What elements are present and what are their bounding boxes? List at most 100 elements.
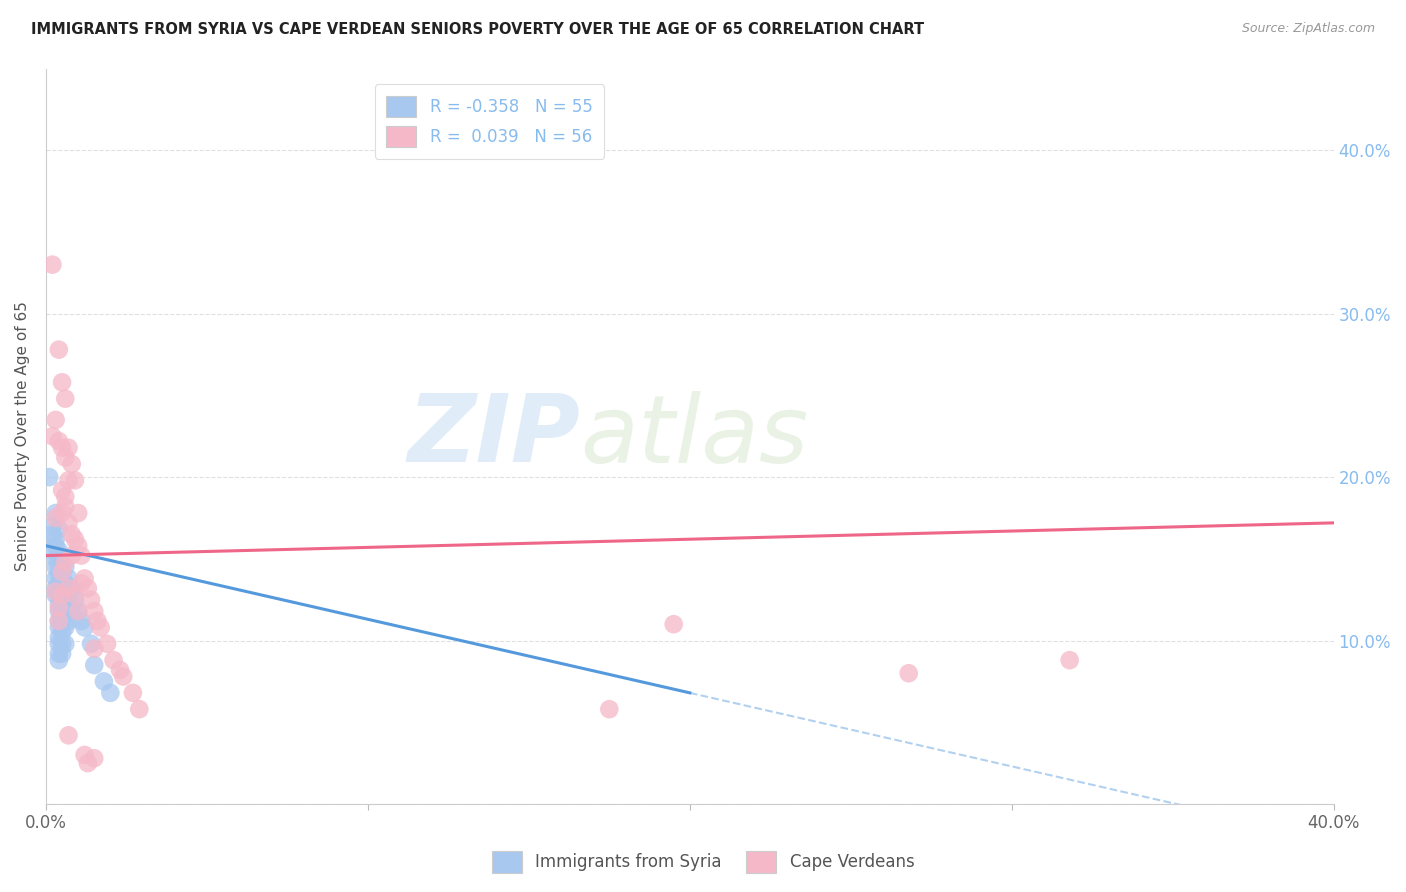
- Point: [58, 581, 80, 595]
- Point: [93, 674, 115, 689]
- Point: [53, 555, 76, 569]
- Point: [48, 543, 70, 558]
- Point: [83, 658, 105, 673]
- Point: [60, 581, 83, 595]
- Point: [1059, 653, 1081, 667]
- Point: [76, 756, 98, 771]
- Point: [48, 620, 70, 634]
- Point: [58, 728, 80, 742]
- Point: [80, 592, 103, 607]
- Point: [51, 592, 73, 607]
- Point: [128, 702, 150, 716]
- Text: Source: ZipAtlas.com: Source: ZipAtlas.com: [1241, 22, 1375, 36]
- Point: [63, 474, 86, 488]
- Point: [48, 614, 70, 628]
- Point: [63, 533, 86, 547]
- Point: [51, 604, 73, 618]
- Point: [45, 533, 67, 547]
- Point: [51, 568, 73, 582]
- Point: [60, 457, 83, 471]
- Point: [45, 506, 67, 520]
- Point: [45, 584, 67, 599]
- Point: [83, 751, 105, 765]
- Point: [53, 604, 76, 618]
- Point: [51, 376, 73, 390]
- Point: [51, 614, 73, 628]
- Point: [53, 490, 76, 504]
- Point: [662, 617, 685, 632]
- Text: ZIP: ZIP: [408, 391, 581, 483]
- Point: [48, 630, 70, 644]
- Point: [53, 560, 76, 574]
- Point: [86, 614, 108, 628]
- Point: [73, 620, 96, 634]
- Legend: R = -0.358   N = 55, R =  0.039   N = 56: R = -0.358 N = 55, R = 0.039 N = 56: [374, 84, 605, 159]
- Point: [108, 663, 131, 677]
- Point: [45, 413, 67, 427]
- Point: [48, 343, 70, 357]
- Point: [38, 470, 60, 484]
- Point: [48, 551, 70, 566]
- Point: [41, 258, 63, 272]
- Point: [41, 519, 63, 533]
- Point: [51, 565, 73, 579]
- Point: [41, 429, 63, 443]
- Point: [70, 549, 93, 563]
- Point: [58, 592, 80, 607]
- Point: [112, 669, 135, 683]
- Point: [53, 620, 76, 634]
- Point: [73, 571, 96, 585]
- Point: [60, 549, 83, 563]
- Point: [45, 581, 67, 595]
- Point: [53, 576, 76, 591]
- Text: IMMIGRANTS FROM SYRIA VS CAPE VERDEAN SENIORS POVERTY OVER THE AGE OF 65 CORRELA: IMMIGRANTS FROM SYRIA VS CAPE VERDEAN SE…: [31, 22, 924, 37]
- Point: [48, 560, 70, 574]
- Point: [45, 539, 67, 553]
- Point: [70, 614, 93, 628]
- Point: [48, 576, 70, 591]
- Point: [51, 625, 73, 640]
- Point: [48, 588, 70, 602]
- Point: [58, 474, 80, 488]
- Point: [598, 702, 620, 716]
- Point: [45, 551, 67, 566]
- Point: [51, 581, 73, 595]
- Point: [58, 614, 80, 628]
- Point: [48, 647, 70, 661]
- Point: [76, 581, 98, 595]
- Point: [51, 637, 73, 651]
- Point: [48, 523, 70, 537]
- Point: [103, 653, 125, 667]
- Point: [67, 506, 90, 520]
- Point: [45, 560, 67, 574]
- Point: [45, 588, 67, 602]
- Point: [90, 620, 112, 634]
- Point: [48, 653, 70, 667]
- Point: [48, 614, 70, 628]
- Point: [80, 637, 103, 651]
- Point: [51, 555, 73, 569]
- Point: [41, 543, 63, 558]
- Point: [60, 604, 83, 618]
- Point: [53, 450, 76, 465]
- Point: [48, 604, 70, 618]
- Point: [83, 641, 105, 656]
- Point: [63, 592, 86, 607]
- Point: [48, 598, 70, 612]
- Legend: Immigrants from Syria, Cape Verdeans: Immigrants from Syria, Cape Verdeans: [485, 845, 921, 880]
- Point: [897, 666, 920, 681]
- Point: [45, 571, 67, 585]
- Point: [67, 539, 90, 553]
- Point: [48, 568, 70, 582]
- Point: [48, 434, 70, 449]
- Point: [96, 637, 118, 651]
- Point: [63, 588, 86, 602]
- Point: [58, 571, 80, 585]
- Point: [51, 441, 73, 455]
- Y-axis label: Seniors Poverty Over the Age of 65: Seniors Poverty Over the Age of 65: [15, 301, 30, 571]
- Point: [53, 588, 76, 602]
- Point: [73, 747, 96, 762]
- Point: [58, 441, 80, 455]
- Point: [41, 527, 63, 541]
- Point: [48, 600, 70, 615]
